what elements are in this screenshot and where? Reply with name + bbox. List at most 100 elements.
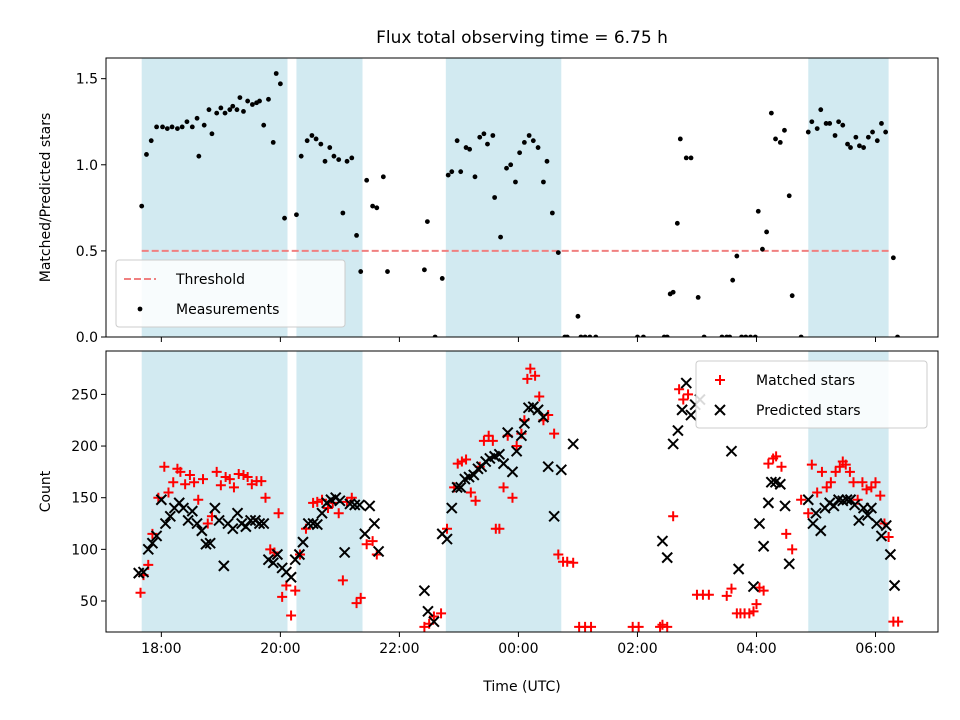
measurement-point [304, 138, 310, 144]
measurement-point [768, 110, 774, 116]
legend-label: Measurements [176, 302, 279, 318]
measurement-point [245, 98, 251, 104]
matched-point [168, 477, 179, 488]
matched-point [428, 611, 439, 622]
legend-predicted-swatch [714, 404, 726, 416]
predicted-point [454, 481, 467, 494]
measurement-point [454, 138, 460, 144]
measurement-point [201, 122, 207, 128]
matched-point [668, 511, 679, 522]
observing-interval [808, 58, 889, 337]
matched-point [202, 518, 213, 529]
predicted-point [155, 494, 168, 506]
measurement-point [641, 334, 646, 337]
measurement-point [798, 334, 804, 337]
predicted-point [832, 494, 845, 506]
measurement-point [385, 269, 390, 274]
measurement-point [805, 129, 811, 135]
chart-title: Flux total observing time = 6.75 h [376, 28, 668, 48]
measurement-point [777, 139, 783, 145]
measurement-point [664, 334, 670, 337]
measurement-point [336, 157, 342, 163]
x-axis-label: Time (UTC) [482, 679, 560, 695]
measurement-point [374, 205, 380, 211]
matched-point [337, 575, 348, 586]
measurement-point [814, 126, 820, 132]
matched-point [781, 528, 792, 539]
matched-point [883, 531, 894, 542]
measurement-point [250, 102, 255, 107]
matched-point [175, 466, 186, 477]
predicted-point [497, 457, 510, 470]
legend-box [115, 259, 346, 328]
predicted-point [747, 580, 760, 593]
predicted-point [828, 500, 840, 512]
measurement-point [773, 136, 778, 142]
matched-point [224, 474, 235, 485]
measurement-point [257, 98, 262, 104]
predicted-point [757, 540, 770, 552]
predicted-point [253, 517, 266, 530]
predicted-point [676, 404, 688, 416]
measurement-point [530, 138, 536, 144]
measurement-point [789, 293, 795, 299]
matched-point [525, 363, 536, 374]
measurement-point [575, 313, 581, 319]
measurement-point [730, 277, 736, 283]
measurement-point [564, 334, 570, 337]
measurement-point [458, 169, 464, 175]
matched-point [844, 466, 855, 477]
predicted-point [368, 517, 381, 530]
measurement-point [463, 145, 469, 150]
x-tick-label: 20:00 [260, 641, 300, 657]
predicted-point [137, 566, 150, 578]
observing-interval [296, 351, 363, 632]
matched-point [483, 430, 494, 441]
measurement-point [449, 169, 455, 175]
y-tick-label: 150 [71, 491, 98, 507]
matched-point [787, 544, 798, 555]
measurement-point [194, 115, 200, 121]
count-panel: 50 100 150 200 250 18:00 20:00 22:00 00:00 02:00 0… [38, 350, 939, 657]
measurement-point [535, 145, 541, 150]
measurement-point [340, 210, 346, 216]
predicted-point [506, 466, 519, 478]
matched-point [751, 599, 762, 610]
measurement-point [154, 124, 159, 130]
predicted-point [680, 377, 692, 389]
measurement-point [169, 124, 175, 130]
predicted-point [196, 525, 208, 537]
matched-point [461, 454, 472, 465]
measurement-point [492, 195, 498, 200]
measurement-point [719, 334, 725, 337]
observing-interval [445, 58, 562, 337]
predicted-point [732, 563, 745, 575]
measurement-point [467, 146, 473, 152]
measurement-point [890, 255, 896, 261]
matched-point [470, 495, 481, 506]
predicted-point [753, 517, 766, 530]
predicted-point [656, 535, 669, 547]
measurement-point [230, 103, 236, 109]
predicted-point [815, 525, 827, 537]
measurement-point [160, 124, 165, 130]
y-tick-label: 250 [71, 387, 98, 403]
measurement-point [555, 250, 561, 256]
measurement-point [764, 229, 770, 235]
matched-point [317, 494, 328, 505]
measurement-point [432, 334, 438, 337]
predicted-point [880, 519, 892, 532]
measurement-point [196, 153, 202, 159]
predicted-point [186, 505, 199, 517]
observing-interval [141, 351, 288, 632]
measurement-point [184, 119, 190, 125]
measurement-point [424, 219, 430, 225]
predicted-point [532, 404, 544, 416]
measurement-point [189, 124, 195, 130]
predicted-point [191, 517, 203, 530]
measurement-point [206, 107, 212, 113]
ratio-panel: 0.0 0.5 1.0 1.5 Matched/Predicted stars Thres… [38, 57, 939, 346]
measurement-point [313, 136, 319, 142]
predicted-point [725, 445, 738, 457]
matched-point [586, 621, 597, 632]
